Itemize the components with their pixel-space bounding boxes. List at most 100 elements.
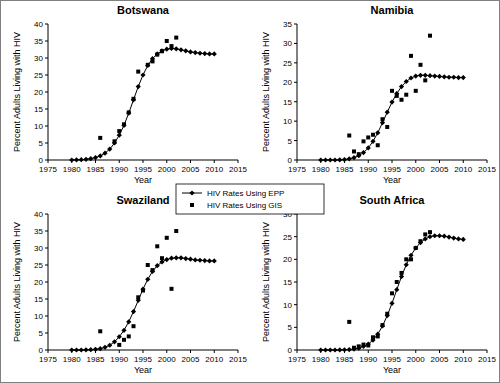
scatter-point <box>146 63 150 67</box>
scatter-point <box>390 89 394 93</box>
scatter-point <box>400 98 404 102</box>
line-point <box>437 233 442 238</box>
line-point <box>442 234 447 239</box>
plot-area <box>69 36 217 163</box>
x-tick-label: 1980 <box>63 165 81 174</box>
y-tick <box>45 75 48 76</box>
y-tick-label: 15 <box>34 295 43 304</box>
x-tick <box>190 160 191 163</box>
line-point <box>375 130 380 135</box>
x-axis-label: Year <box>134 365 152 375</box>
line <box>72 258 215 350</box>
line-point <box>121 328 126 333</box>
scatter-point <box>165 236 169 240</box>
x-tick <box>297 350 298 353</box>
x-tick-label: 1995 <box>383 165 401 174</box>
y-tick-label: 15 <box>283 278 292 287</box>
line-point <box>212 51 217 56</box>
x-tick <box>143 160 144 163</box>
scatter-point <box>390 291 394 295</box>
line-point <box>126 319 131 324</box>
y-tick-label: 10 <box>283 301 292 310</box>
x-tick-label: 2010 <box>454 165 472 174</box>
y-tick-label: 20 <box>283 78 292 87</box>
line-point <box>318 347 323 352</box>
scatter-point <box>414 246 418 250</box>
x-tick-label: 2015 <box>229 165 247 174</box>
y-tick <box>294 140 297 141</box>
line-point <box>174 255 179 260</box>
scatter-point <box>395 280 399 284</box>
scatter-point <box>357 344 361 348</box>
scatter-point <box>174 36 178 40</box>
chart-title: Botswana <box>117 4 170 16</box>
line-point <box>159 48 164 53</box>
y-tick-label: 0 <box>39 346 44 355</box>
line-point <box>413 73 418 78</box>
x-tick-label: 2005 <box>182 165 200 174</box>
x-tick-label: 2000 <box>158 165 176 174</box>
line-point <box>418 73 423 78</box>
x-tick <box>415 350 416 353</box>
y-tick <box>45 299 48 300</box>
y-tick <box>294 121 297 122</box>
line-point <box>83 347 88 352</box>
y-tick-label: 30 <box>34 244 43 253</box>
line-point <box>79 347 84 352</box>
line-point <box>427 234 432 239</box>
line-point <box>136 84 141 89</box>
y-tick <box>45 109 48 110</box>
y-tick-label: 25 <box>34 261 43 270</box>
line-point <box>207 258 212 263</box>
x-tick <box>487 350 488 353</box>
x-tick-label: 1985 <box>87 165 105 174</box>
legend-label: HIV Rates Using GIS <box>207 201 282 210</box>
y-tick-label: 5 <box>288 137 293 146</box>
x-tick-label: 2005 <box>431 165 449 174</box>
y-tick <box>45 24 48 25</box>
scatter-point <box>141 289 145 293</box>
line <box>321 236 464 350</box>
y-tick <box>45 231 48 232</box>
scatter-point <box>404 93 408 97</box>
x-tick-label: 1995 <box>134 165 152 174</box>
x-tick-label: 2000 <box>407 165 425 174</box>
line-point <box>140 72 145 77</box>
line-point <box>188 257 193 262</box>
scatter-point <box>371 335 375 339</box>
line-point <box>332 157 337 162</box>
y-tick-label: 20 <box>34 278 43 287</box>
x-tick <box>48 160 49 163</box>
x-axis-label: Year <box>134 175 152 185</box>
line-point <box>107 147 112 152</box>
scatter-point <box>347 134 351 138</box>
x-tick-label: 2010 <box>205 355 223 364</box>
line-point <box>408 253 413 258</box>
scatter-point <box>352 346 356 350</box>
y-tick <box>45 265 48 266</box>
line-point <box>351 346 356 351</box>
line-point <box>202 51 207 56</box>
line-point <box>88 347 93 352</box>
scatter-point <box>362 343 366 347</box>
x-tick-label: 1975 <box>288 355 306 364</box>
y-tick-label: 25 <box>283 59 292 68</box>
y-tick-label: 15 <box>283 98 292 107</box>
x-tick-label: 2015 <box>478 165 496 174</box>
x-tick <box>439 160 440 163</box>
line-point <box>197 51 202 56</box>
line-point <box>193 257 198 262</box>
x-axis-label: Year <box>383 365 401 375</box>
line-point <box>131 97 136 102</box>
line-point <box>404 262 409 267</box>
line-point <box>155 263 160 268</box>
plot-area <box>318 34 466 163</box>
scatter-point <box>347 320 351 324</box>
scatter-point <box>113 139 117 143</box>
x-tick-label: 1995 <box>134 355 152 364</box>
line-point <box>342 157 347 162</box>
x-tick-label: 1990 <box>110 165 128 174</box>
line-point <box>102 151 107 156</box>
scatter-point <box>371 133 375 137</box>
x-tick-label: 1990 <box>359 355 377 364</box>
